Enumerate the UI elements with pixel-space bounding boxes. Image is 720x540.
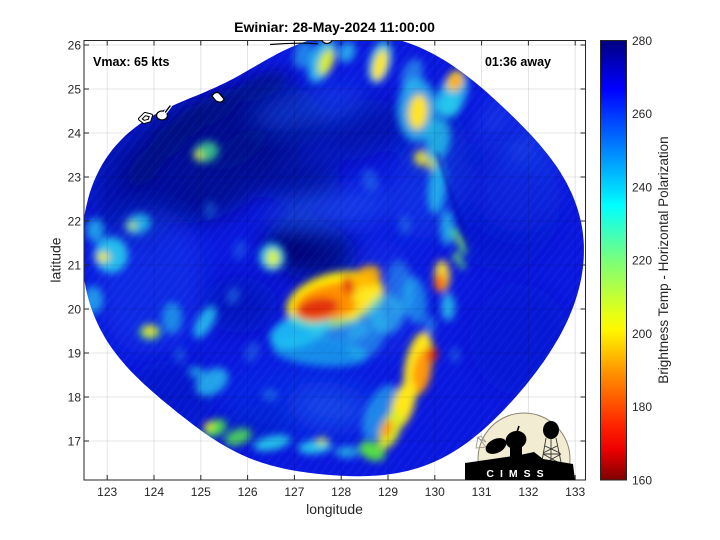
svg-text:26: 26 <box>68 38 82 52</box>
svg-text:132: 132 <box>518 485 538 499</box>
svg-text:Vmax: 65 kts: Vmax: 65 kts <box>93 55 169 69</box>
svg-text:240: 240 <box>632 180 652 194</box>
svg-text:280: 280 <box>632 34 652 48</box>
svg-text:01:36 away: 01:36 away <box>485 55 551 69</box>
svg-text:129: 129 <box>378 485 398 499</box>
svg-text:200: 200 <box>632 327 652 341</box>
svg-text:Brightness Temp - Horizontal P: Brightness Temp - Horizontal Polarizatio… <box>656 136 671 383</box>
svg-text:131: 131 <box>472 485 492 499</box>
svg-text:125: 125 <box>191 485 211 499</box>
svg-text:128: 128 <box>331 485 351 499</box>
svg-text:latitude: latitude <box>48 237 64 282</box>
svg-text:24: 24 <box>68 126 82 140</box>
svg-text:Ewiniar: 28-May-2024 11:00:00: Ewiniar: 28-May-2024 11:00:00 <box>234 19 435 35</box>
svg-text:124: 124 <box>144 485 164 499</box>
svg-text:17: 17 <box>68 434 82 448</box>
svg-text:19: 19 <box>68 346 82 360</box>
svg-text:260: 260 <box>632 107 652 121</box>
svg-text:220: 220 <box>632 254 652 268</box>
svg-text:126: 126 <box>238 485 258 499</box>
svg-text:25: 25 <box>68 82 82 96</box>
svg-text:CIMSS: CIMSS <box>486 468 549 480</box>
svg-text:22: 22 <box>68 214 82 228</box>
svg-text:18: 18 <box>68 390 82 404</box>
svg-text:longitude: longitude <box>306 501 363 517</box>
svg-text:133: 133 <box>565 485 585 499</box>
svg-text:180: 180 <box>632 400 652 414</box>
svg-text:23: 23 <box>68 170 82 184</box>
svg-text:20: 20 <box>68 302 82 316</box>
svg-text:21: 21 <box>68 258 82 272</box>
svg-text:160: 160 <box>632 473 652 487</box>
svg-text:127: 127 <box>284 485 304 499</box>
svg-text:123: 123 <box>97 485 117 499</box>
svg-text:130: 130 <box>425 485 445 499</box>
